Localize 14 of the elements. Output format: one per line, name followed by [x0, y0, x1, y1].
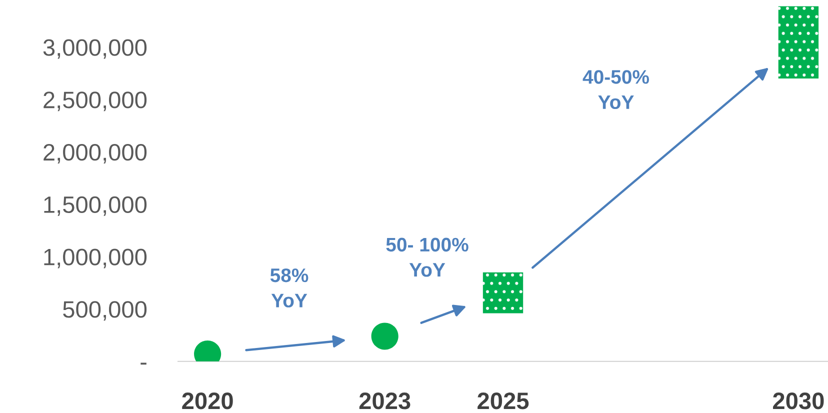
x-tick-label: 2030 [773, 392, 824, 410]
y-tick-label: 3,000,000 [43, 39, 147, 59]
annotation: 50- 100% YoY [386, 238, 468, 277]
y-tick-label: 1,500,000 [44, 196, 147, 216]
x-tick-label: 2025 [478, 392, 529, 410]
annotation: 40-50% YoY [582, 70, 650, 110]
y-tick-label: 2,000,000 [44, 144, 147, 164]
y-tick-label: 2,500,000 [44, 92, 147, 112]
y-tick-label: 500,000 [63, 301, 147, 321]
y-tick-label: - [140, 362, 146, 365]
y-tick-label: 1,000,000 [44, 248, 147, 268]
x-tick-label: 2020 [182, 392, 233, 410]
annotation: 58% YoY [270, 268, 308, 308]
x-tick-label: 2023 [359, 392, 410, 410]
